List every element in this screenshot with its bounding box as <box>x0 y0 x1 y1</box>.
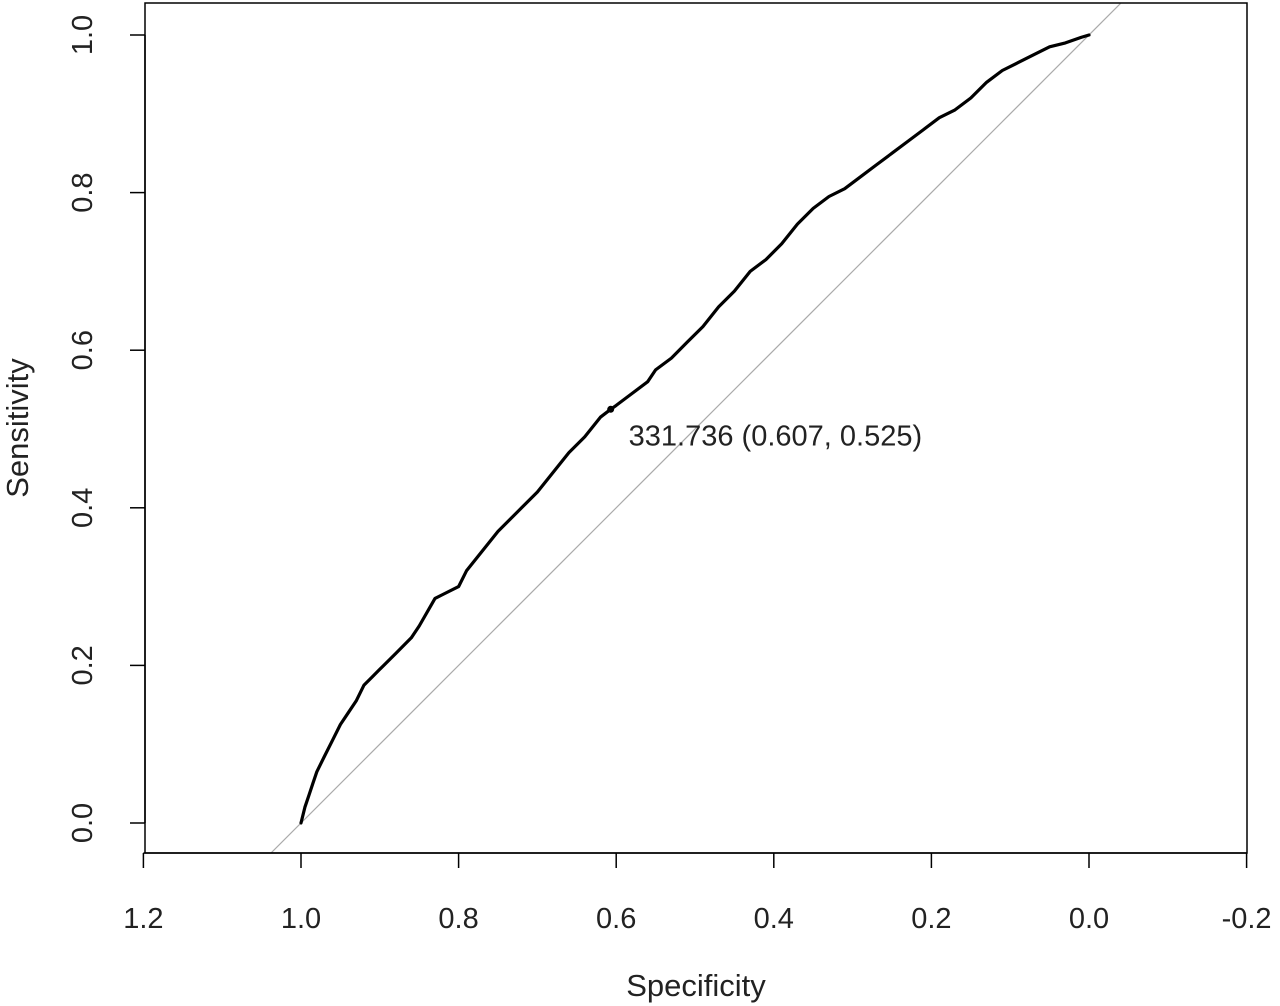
reference-diagonal-line <box>270 3 1121 853</box>
x-tick-label: -0.2 <box>1222 903 1272 935</box>
y-tick-label: 0.6 <box>67 330 99 370</box>
x-tick-label: 0.0 <box>1069 903 1109 935</box>
annotation-label: 331.736 (0.607, 0.525) <box>629 420 922 452</box>
y-axis: 0.0 0.2 0.4 0.6 0.8 1.0 <box>67 15 146 843</box>
threshold-point <box>607 405 615 413</box>
y-tick-label: 0.8 <box>67 172 99 212</box>
x-axis-title: Specificity <box>626 968 766 1003</box>
y-axis-title: Sensitivity <box>0 358 35 498</box>
x-tick-label: 0.8 <box>438 903 478 935</box>
x-tick-label: 0.4 <box>754 903 794 935</box>
x-tick-label: 1.2 <box>123 903 163 935</box>
roc-curve-line <box>299 33 1091 825</box>
y-tick-label: 0.0 <box>67 803 99 843</box>
x-tick-label: 0.6 <box>596 903 636 935</box>
y-tick-label: 0.4 <box>67 488 99 528</box>
x-axis: 1.2 1.0 0.8 0.6 0.4 0.2 0.0 -0.2 <box>123 852 1272 935</box>
y-tick-label: 0.2 <box>67 645 99 685</box>
x-tick-label: 0.2 <box>911 903 951 935</box>
y-tick-label: 1.0 <box>67 15 99 55</box>
reference-line-layer <box>270 3 1121 853</box>
roc-curve-layer <box>299 33 1091 825</box>
x-tick-label: 1.0 <box>281 903 321 935</box>
